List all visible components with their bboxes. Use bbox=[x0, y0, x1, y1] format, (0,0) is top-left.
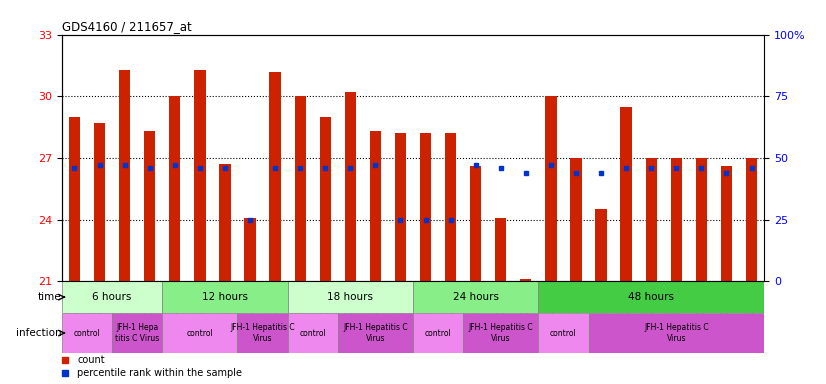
Bar bbox=[62, 313, 112, 353]
Bar bbox=[244, 218, 256, 281]
Bar bbox=[646, 158, 657, 281]
Bar bbox=[495, 218, 506, 281]
Bar bbox=[545, 96, 557, 281]
Text: control: control bbox=[425, 329, 452, 338]
Bar bbox=[338, 313, 413, 353]
Bar bbox=[596, 209, 607, 281]
Text: 6 hours: 6 hours bbox=[93, 292, 132, 302]
Bar bbox=[445, 133, 456, 281]
Bar bbox=[746, 158, 757, 281]
Text: JFH-1 Hepatitis C
Virus: JFH-1 Hepatitis C Virus bbox=[644, 323, 709, 343]
Text: 18 hours: 18 hours bbox=[327, 292, 373, 302]
Text: GDS4160 / 211657_at: GDS4160 / 211657_at bbox=[62, 20, 192, 33]
Bar bbox=[169, 96, 180, 281]
Bar bbox=[62, 281, 162, 313]
Bar bbox=[144, 131, 155, 281]
Bar bbox=[395, 133, 406, 281]
Bar bbox=[194, 70, 206, 281]
Bar bbox=[162, 313, 238, 353]
Text: count: count bbox=[78, 355, 105, 365]
Bar bbox=[695, 158, 707, 281]
Text: JFH-1 Hepatitis C
Virus: JFH-1 Hepatitis C Virus bbox=[468, 323, 533, 343]
Bar bbox=[463, 313, 539, 353]
Text: 48 hours: 48 hours bbox=[629, 292, 674, 302]
Bar bbox=[94, 123, 105, 281]
Bar bbox=[287, 313, 338, 353]
Bar bbox=[539, 313, 588, 353]
Bar bbox=[570, 158, 582, 281]
Bar bbox=[320, 117, 331, 281]
Bar bbox=[721, 166, 732, 281]
Text: JFH-1 Hepatitis C
Virus: JFH-1 Hepatitis C Virus bbox=[230, 323, 295, 343]
Text: JFH-1 Hepa
titis C Virus: JFH-1 Hepa titis C Virus bbox=[115, 323, 159, 343]
Text: percentile rank within the sample: percentile rank within the sample bbox=[78, 368, 242, 378]
Bar bbox=[112, 313, 162, 353]
Bar bbox=[671, 158, 682, 281]
Text: 12 hours: 12 hours bbox=[202, 292, 248, 302]
Bar bbox=[420, 133, 431, 281]
Bar bbox=[344, 92, 356, 281]
Bar bbox=[119, 70, 131, 281]
Bar bbox=[470, 166, 482, 281]
Text: infection: infection bbox=[16, 328, 61, 338]
Bar bbox=[588, 313, 764, 353]
Text: 24 hours: 24 hours bbox=[453, 292, 499, 302]
Bar bbox=[287, 281, 413, 313]
Text: time: time bbox=[38, 292, 61, 302]
Bar bbox=[520, 279, 531, 281]
Text: control: control bbox=[187, 329, 213, 338]
Bar bbox=[219, 164, 230, 281]
Bar bbox=[269, 71, 281, 281]
Text: control: control bbox=[299, 329, 326, 338]
Bar bbox=[295, 96, 306, 281]
Bar bbox=[238, 313, 287, 353]
Bar bbox=[413, 313, 463, 353]
Bar bbox=[69, 117, 80, 281]
Bar bbox=[162, 281, 287, 313]
Bar bbox=[539, 281, 764, 313]
Bar bbox=[413, 281, 539, 313]
Bar bbox=[620, 107, 632, 281]
Text: control: control bbox=[74, 329, 101, 338]
Text: JFH-1 Hepatitis C
Virus: JFH-1 Hepatitis C Virus bbox=[343, 323, 408, 343]
Bar bbox=[370, 131, 381, 281]
Text: control: control bbox=[550, 329, 577, 338]
